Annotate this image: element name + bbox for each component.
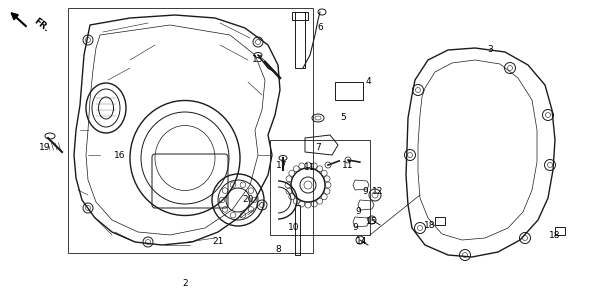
Bar — [68, 8, 313, 253]
Text: 4: 4 — [365, 77, 371, 86]
Bar — [335, 82, 363, 100]
Text: 9: 9 — [362, 188, 368, 197]
Text: 9: 9 — [355, 207, 361, 216]
Bar — [555, 227, 565, 235]
Bar — [295, 12, 305, 68]
Text: 9: 9 — [352, 224, 358, 232]
Text: 18: 18 — [424, 221, 436, 229]
Text: 8: 8 — [275, 246, 281, 255]
Text: 15: 15 — [366, 218, 378, 226]
Text: 2: 2 — [182, 278, 188, 287]
Text: 11: 11 — [304, 163, 316, 172]
Bar — [270, 140, 370, 235]
Text: 13: 13 — [253, 55, 264, 64]
Text: 17: 17 — [276, 160, 288, 169]
Bar — [292, 12, 308, 20]
Text: 10: 10 — [289, 224, 300, 232]
Text: 3: 3 — [487, 45, 493, 54]
Text: 18: 18 — [549, 231, 560, 240]
Text: FR.: FR. — [32, 16, 51, 34]
Bar — [295, 205, 300, 255]
Text: 14: 14 — [356, 237, 368, 247]
Text: 19: 19 — [40, 144, 51, 153]
Text: 21: 21 — [212, 237, 224, 247]
Text: 11: 11 — [342, 160, 354, 169]
Bar — [435, 217, 445, 225]
Text: 5: 5 — [340, 113, 346, 123]
Text: 16: 16 — [114, 150, 126, 160]
Text: 12: 12 — [372, 188, 384, 197]
Text: 20: 20 — [242, 196, 254, 204]
Text: 7: 7 — [315, 144, 321, 153]
Text: 6: 6 — [317, 23, 323, 33]
